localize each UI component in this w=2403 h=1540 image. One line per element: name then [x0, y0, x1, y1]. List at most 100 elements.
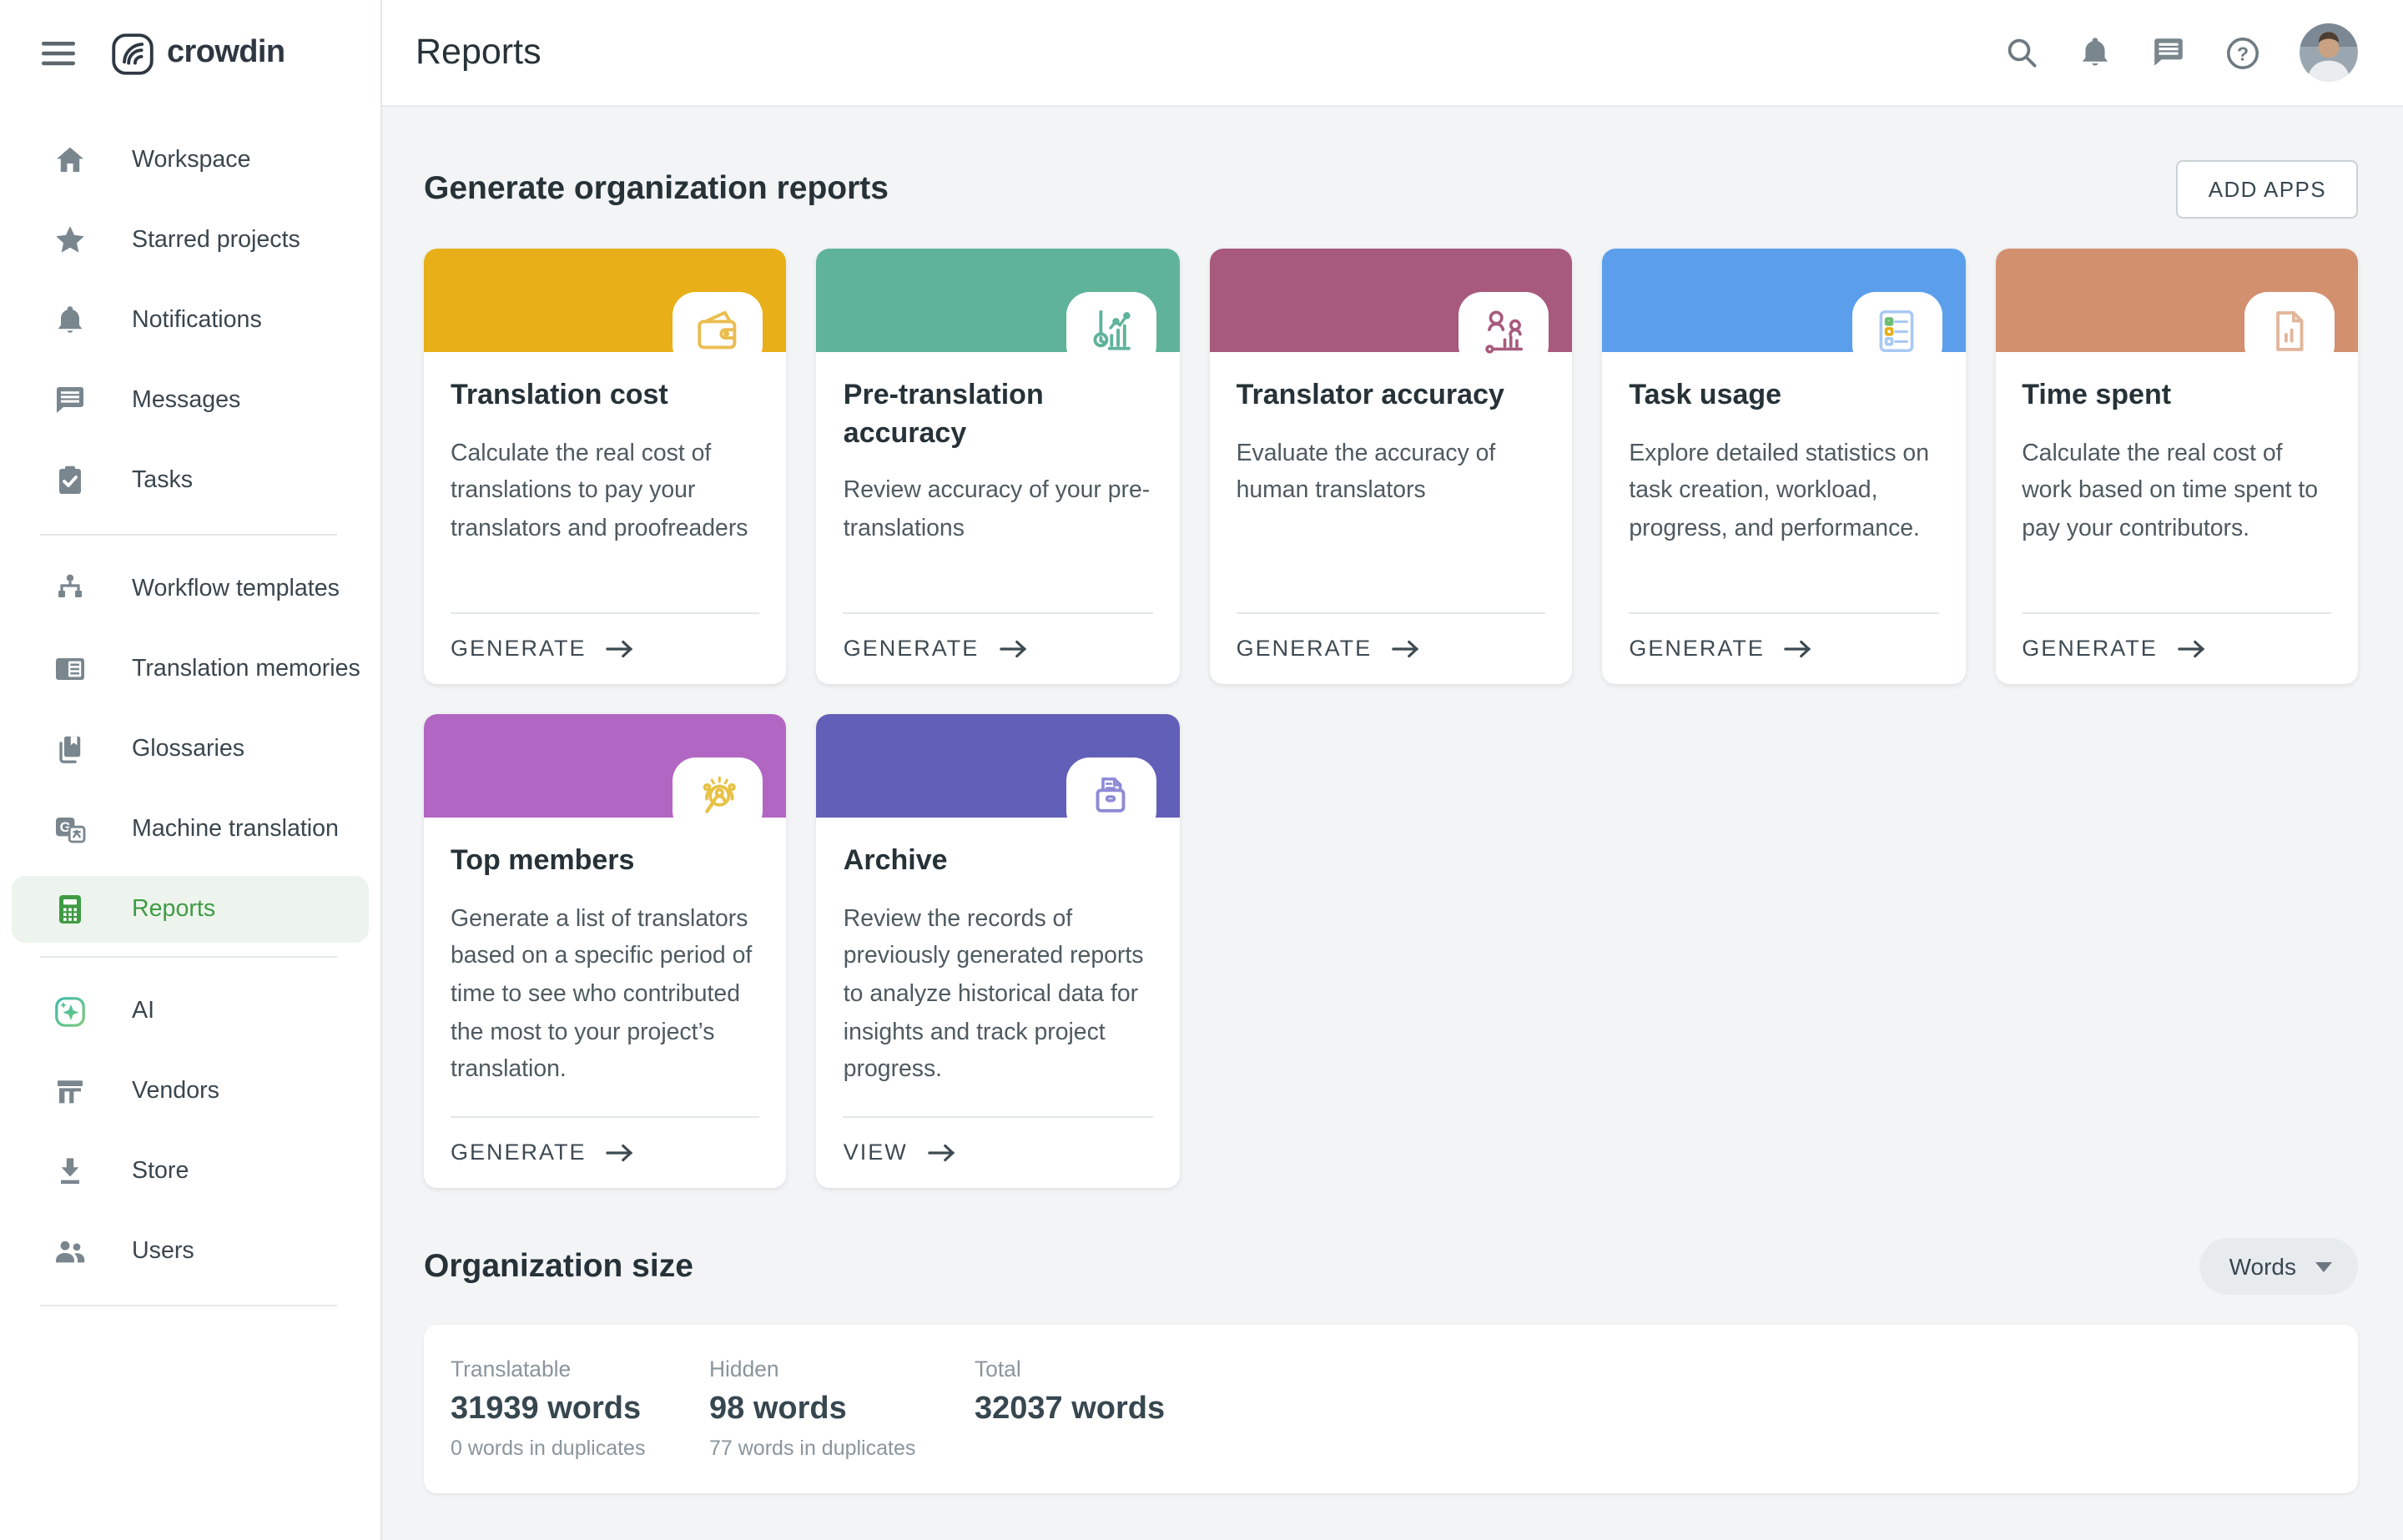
menu-hamburger-icon[interactable] — [42, 40, 75, 67]
sidebar-item-label: Messages — [132, 387, 241, 414]
card-top-members[interactable]: Top members Generate a list of translato… — [424, 714, 787, 1188]
help-icon[interactable]: ? — [2224, 34, 2261, 71]
sidebar-item-starred-projects[interactable]: Starred projects — [0, 200, 380, 280]
translation-memory-icon — [53, 652, 87, 686]
action-label: GENERATE — [1629, 636, 1765, 661]
generate-button[interactable]: GENERATE — [1236, 612, 1546, 661]
chat-icon — [53, 384, 87, 417]
sidebar-item-machine-translation[interactable]: G Machine translation — [0, 789, 380, 869]
sidebar-item-translation-memories[interactable]: Translation memories — [0, 629, 380, 709]
card-banner — [1602, 249, 1966, 369]
card-body: Pre-translation accuracy Review accuracy… — [817, 352, 1180, 684]
archive-box-icon — [1065, 757, 1156, 834]
card-title: Translation cost — [451, 379, 668, 410]
card-title: Top members — [451, 844, 635, 876]
time-document-icon — [2244, 292, 2335, 369]
people-chart-icon — [1458, 292, 1549, 369]
card-banner — [1995, 249, 2358, 369]
card-title: Time spent — [2022, 379, 2172, 410]
card-banner — [424, 714, 787, 834]
bell-icon[interactable] — [2078, 35, 2113, 70]
arrow-right-icon — [1392, 639, 1418, 657]
card-title: Pre-translation accuracy — [843, 379, 1044, 449]
units-dropdown[interactable]: Words — [2199, 1238, 2358, 1295]
arrow-right-icon — [999, 639, 1026, 657]
sidebar-item-reports[interactable]: Reports — [12, 876, 369, 943]
card-title: Translator accuracy — [1236, 379, 1504, 410]
home-icon — [53, 143, 87, 177]
sidebar-item-label: Machine translation — [132, 816, 339, 843]
arrow-right-icon — [606, 639, 633, 657]
sidebar-nav: Workspace Starred projects Notifications… — [0, 107, 380, 1320]
crowdin-logo[interactable]: crowdin — [110, 31, 285, 76]
arrow-right-icon — [928, 1143, 955, 1161]
generate-button[interactable]: GENERATE — [451, 1116, 760, 1165]
units-dropdown-label: Words — [2229, 1253, 2296, 1280]
sidebar-item-label: Translation memories — [132, 656, 360, 682]
card-description: Review accuracy of your pre-translations — [843, 477, 1151, 542]
card-banner — [816, 714, 1180, 834]
card-banner — [1209, 249, 1573, 369]
generate-button[interactable]: GENERATE — [451, 612, 760, 661]
card-translation-cost[interactable]: Translation cost Calculate the real cost… — [424, 249, 787, 684]
sidebar-item-store[interactable]: Store — [0, 1131, 380, 1211]
sidebar-divider — [40, 956, 337, 958]
stat-label: Hidden — [709, 1356, 779, 1381]
card-pre-translation-accuracy[interactable]: Pre-translation accuracy Review accuracy… — [816, 249, 1180, 684]
sidebar-item-label: Users — [132, 1238, 194, 1265]
card-body: Translation cost Calculate the real cost… — [424, 352, 787, 684]
card-description: Generate a list of translators based on … — [451, 905, 753, 1084]
sidebar-item-ai[interactable]: AI — [0, 971, 380, 1051]
search-icon[interactable] — [2004, 35, 2039, 70]
sidebar: crowdin Workspace Starred projects Notif… — [0, 0, 382, 1540]
machine-translation-icon: G — [53, 813, 87, 846]
sidebar-item-label: Workflow templates — [132, 576, 340, 602]
generate-button[interactable]: GENERATE — [2022, 612, 2331, 661]
card-body: Translator accuracy Evaluate the accurac… — [1210, 352, 1573, 684]
card-task-usage[interactable]: Task usage Explore detailed statistics o… — [1602, 249, 1966, 684]
sidebar-item-messages[interactable]: Messages — [0, 360, 380, 440]
brand-name: crowdin — [167, 35, 285, 70]
chat-icon[interactable] — [2151, 35, 2186, 70]
sidebar-item-label: Tasks — [132, 467, 194, 494]
sidebar-item-workflow-templates[interactable]: Workflow templates — [0, 549, 380, 629]
action-label: GENERATE — [451, 636, 587, 661]
stat-value: 98 words — [709, 1392, 847, 1427]
reports-content: Generate organization reports ADD APPS T… — [382, 107, 2403, 1540]
generate-button[interactable]: GENERATE — [843, 612, 1153, 661]
add-apps-button[interactable]: ADD APPS — [2176, 160, 2358, 219]
task-checklist-icon — [1851, 292, 1942, 369]
sidebar-item-label: Reports — [132, 896, 216, 923]
view-button[interactable]: VIEW — [843, 1116, 1153, 1165]
organization-size-panel: Translatable 31939 words 0 words in dupl… — [424, 1325, 2358, 1493]
organization-size-title: Organization size — [424, 1247, 693, 1284]
glossaries-icon — [53, 732, 87, 766]
card-body: Top members Generate a list of translato… — [424, 818, 787, 1188]
card-banner — [424, 249, 787, 369]
user-avatar[interactable] — [2300, 23, 2358, 82]
card-archive[interactable]: Archive Review the records of previously… — [816, 714, 1180, 1188]
sidebar-item-notifications[interactable]: Notifications — [0, 280, 380, 360]
users-icon — [53, 1235, 87, 1268]
sidebar-item-workspace[interactable]: Workspace — [0, 120, 380, 200]
sidebar-item-glossaries[interactable]: Glossaries — [0, 709, 380, 789]
sidebar-item-users[interactable]: Users — [0, 1211, 380, 1291]
generate-button[interactable]: GENERATE — [1629, 612, 1939, 661]
stat-total: Total 32037 words — [975, 1356, 1233, 1493]
action-label: GENERATE — [1236, 636, 1373, 661]
storefront-icon — [53, 1074, 87, 1108]
stat-label: Total — [975, 1356, 1021, 1381]
arrow-right-icon — [2178, 639, 2204, 657]
logo-row: crowdin — [0, 0, 380, 107]
card-description: Review the records of previously generat… — [843, 905, 1144, 1084]
card-translator-accuracy[interactable]: Translator accuracy Evaluate the accurac… — [1209, 249, 1573, 684]
arrow-right-icon — [606, 1143, 633, 1161]
card-time-spent[interactable]: Time spent Calculate the real cost of wo… — [1995, 249, 2358, 684]
sidebar-item-label: Notifications — [132, 307, 262, 334]
svg-text:G: G — [60, 819, 71, 835]
sidebar-item-vendors[interactable]: Vendors — [0, 1051, 380, 1131]
arrow-right-icon — [1785, 639, 1811, 657]
sidebar-item-tasks[interactable]: Tasks — [0, 440, 380, 521]
stat-value: 32037 words — [975, 1392, 1166, 1427]
